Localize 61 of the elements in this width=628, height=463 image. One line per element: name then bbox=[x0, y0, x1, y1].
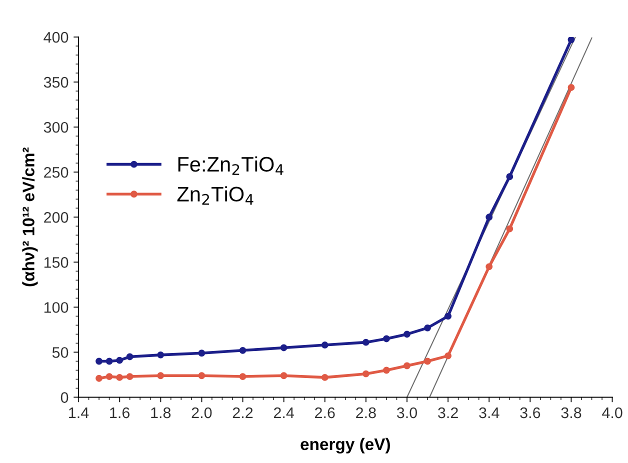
y-tick-label: 200 bbox=[44, 212, 68, 223]
y-tick-label: 250 bbox=[44, 166, 68, 178]
x-tick-label: 3.8 bbox=[561, 407, 582, 418]
point bbox=[424, 358, 431, 365]
x-tick-label: 3.6 bbox=[520, 407, 540, 418]
y-tick-label: 300 bbox=[44, 122, 68, 133]
point bbox=[444, 352, 452, 360]
point bbox=[157, 372, 164, 380]
point bbox=[404, 362, 410, 370]
point bbox=[96, 358, 103, 365]
y-axis-title: (αhν)² 10¹² eV/cm² bbox=[22, 148, 38, 286]
y-tick-label: 400 bbox=[44, 32, 68, 43]
point bbox=[382, 366, 390, 374]
point bbox=[126, 353, 134, 360]
point bbox=[280, 344, 288, 352]
x-axis-title: energy (eV) bbox=[300, 438, 390, 454]
point bbox=[126, 373, 134, 380]
point bbox=[444, 312, 452, 320]
point bbox=[506, 225, 514, 232]
y-tick-label: 0 bbox=[60, 392, 68, 403]
point bbox=[198, 350, 206, 357]
y-tick-label: 150 bbox=[44, 257, 68, 268]
x-tick-label: 3.0 bbox=[396, 407, 418, 418]
x-tick-label: 2.6 bbox=[315, 407, 335, 418]
point bbox=[362, 338, 370, 346]
point bbox=[106, 358, 113, 365]
point bbox=[96, 374, 103, 382]
x-tick-label: 1.6 bbox=[110, 407, 130, 418]
point bbox=[486, 214, 493, 221]
x-tick-label: 3.4 bbox=[479, 407, 500, 418]
y-tick-label: 50 bbox=[52, 347, 68, 358]
x-tick-label: 2.4 bbox=[274, 407, 294, 418]
point bbox=[568, 37, 575, 44]
point bbox=[116, 356, 124, 364]
point bbox=[321, 374, 328, 381]
point bbox=[362, 370, 370, 378]
point bbox=[239, 346, 246, 354]
point bbox=[198, 372, 206, 380]
point bbox=[106, 373, 113, 380]
point bbox=[239, 373, 246, 380]
x-tick-label: 4.0 bbox=[602, 407, 622, 418]
point bbox=[321, 342, 328, 348]
x-tick-label: 2.8 bbox=[356, 407, 376, 418]
y-tick-label: 100 bbox=[44, 302, 68, 313]
point bbox=[116, 374, 124, 381]
x-tick-label: 3.2 bbox=[438, 407, 458, 418]
point bbox=[404, 330, 410, 338]
point bbox=[280, 372, 288, 380]
legend-label: Zn$_{2}$TiO$_{4}$ bbox=[177, 186, 254, 205]
point bbox=[382, 335, 390, 342]
point bbox=[424, 324, 431, 332]
point bbox=[506, 173, 514, 180]
x-tick-label: 2.0 bbox=[192, 407, 212, 418]
x-tick-label: 1.8 bbox=[151, 407, 171, 418]
x-tick-label: 2.2 bbox=[232, 407, 253, 418]
point bbox=[568, 84, 575, 91]
legend-label: Fe:Zn$_{2}$TiO$_{4}$ bbox=[178, 156, 284, 175]
point bbox=[157, 351, 164, 358]
y-tick-label: 350 bbox=[44, 76, 68, 88]
x-tick-label: 1.4 bbox=[69, 408, 89, 418]
point bbox=[486, 263, 493, 270]
